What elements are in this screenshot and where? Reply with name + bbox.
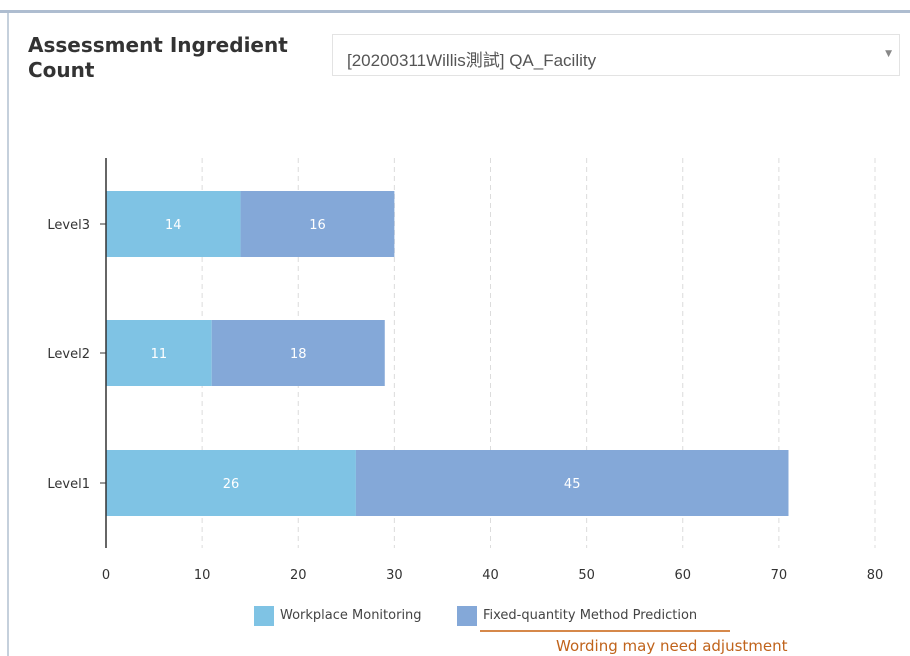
bar-level1-fixed-quantity [355, 450, 789, 516]
panel-left-border [7, 13, 9, 656]
x-tick-label: 60 [674, 568, 691, 583]
x-tick-label: 0 [102, 568, 110, 583]
x-tick-label: 40 [482, 568, 499, 583]
x-tick-label: 70 [771, 568, 788, 583]
bar-level1-workplace-monitoring [106, 450, 356, 516]
bar-level3-fixed-quantity [240, 191, 395, 257]
bar-value-label: 26 [223, 477, 240, 492]
bar-level3-workplace-monitoring [106, 191, 241, 257]
bar-level2-fixed-quantity [211, 320, 385, 386]
y-tick-label: Level2 [47, 347, 90, 362]
x-tick-label: 20 [290, 568, 307, 583]
review-underline [480, 630, 730, 632]
chart-legend: Workplace Monitoring Fixed-quantity Meth… [0, 604, 910, 630]
legend-label-workplace-monitoring: Workplace Monitoring [280, 608, 422, 623]
x-tick-label: 80 [867, 568, 884, 583]
caret-down-icon[interactable]: ▼ [885, 49, 892, 59]
review-note: Wording may need adjustment [556, 637, 788, 655]
bar-value-label: 45 [564, 477, 581, 492]
bar-value-label: 16 [309, 218, 326, 233]
bar-value-label: 11 [151, 347, 168, 362]
legend-swatch-fixed-quantity [457, 606, 477, 626]
bar-level2-workplace-monitoring [106, 320, 212, 386]
panel-top-border [0, 10, 910, 13]
panel-title: Assessment Ingredient Count [28, 33, 288, 82]
y-tick-label: Level3 [47, 218, 90, 233]
x-tick-label: 10 [194, 568, 211, 583]
stacked-bar-chart: 14 16 Level3 11 18 Level2 26 45 Level1 0 10 20 30 40 5… [47, 158, 884, 583]
y-tick-label: Level1 [47, 477, 90, 492]
bar-value-label: 18 [290, 347, 307, 362]
legend-swatch-workplace-monitoring [254, 606, 274, 626]
bar-value-label: 14 [165, 218, 182, 233]
x-tick-label: 50 [578, 568, 595, 583]
legend-label-fixed-quantity: Fixed-quantity Method Prediction [483, 608, 698, 623]
assessment-select[interactable]: [20200311Willis測試] QA_Facility ▼ [332, 34, 900, 76]
x-tick-label: 30 [386, 568, 403, 583]
assessment-select-value: [20200311Willis測試] QA_Facility [347, 51, 597, 70]
